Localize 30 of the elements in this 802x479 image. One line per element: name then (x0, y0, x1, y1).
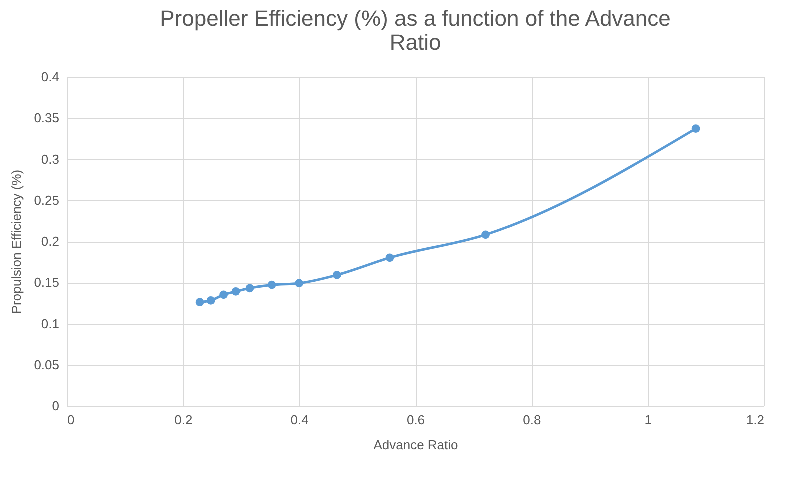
x-tick-label: 0.4 (290, 412, 309, 428)
point (386, 254, 394, 262)
point (246, 284, 254, 293)
point (232, 288, 240, 296)
y-tick-label: 0.15 (34, 275, 60, 290)
x-tick-label: 1.2 (746, 412, 764, 428)
x-tick-label: 0 (68, 412, 75, 428)
y-tick-label: 0 (52, 398, 60, 414)
x-tick-label: 0.6 (406, 412, 426, 428)
y-tick-label: 0.4 (41, 70, 60, 84)
y-tick-label: 0.3 (41, 152, 60, 167)
point (482, 230, 490, 240)
x-axis-title: Advance Ratio (374, 438, 458, 452)
y-tick-label: 0.2 (41, 234, 60, 249)
x-tick-label: 1 (644, 412, 652, 428)
point (295, 279, 304, 288)
x-tick-label: 0.8 (523, 412, 542, 428)
point (220, 290, 228, 300)
point (692, 124, 700, 133)
point (206, 296, 216, 305)
y-tick-label: 0.25 (34, 192, 60, 208)
chart-title: Propeller Efficiency (%) as a function of the Advance Ratio (160, 6, 671, 55)
y-tick-label: 0.1 (41, 316, 60, 332)
point (268, 280, 276, 290)
x-tick-label: 0.2 (174, 412, 193, 428)
y-axis-title: Propulsion Efficiency (%) (9, 170, 24, 314)
y-tick-label: 0.35 (34, 110, 60, 126)
point (196, 298, 204, 307)
point (332, 271, 342, 280)
y-tick-label: 0.05 (34, 357, 60, 372)
